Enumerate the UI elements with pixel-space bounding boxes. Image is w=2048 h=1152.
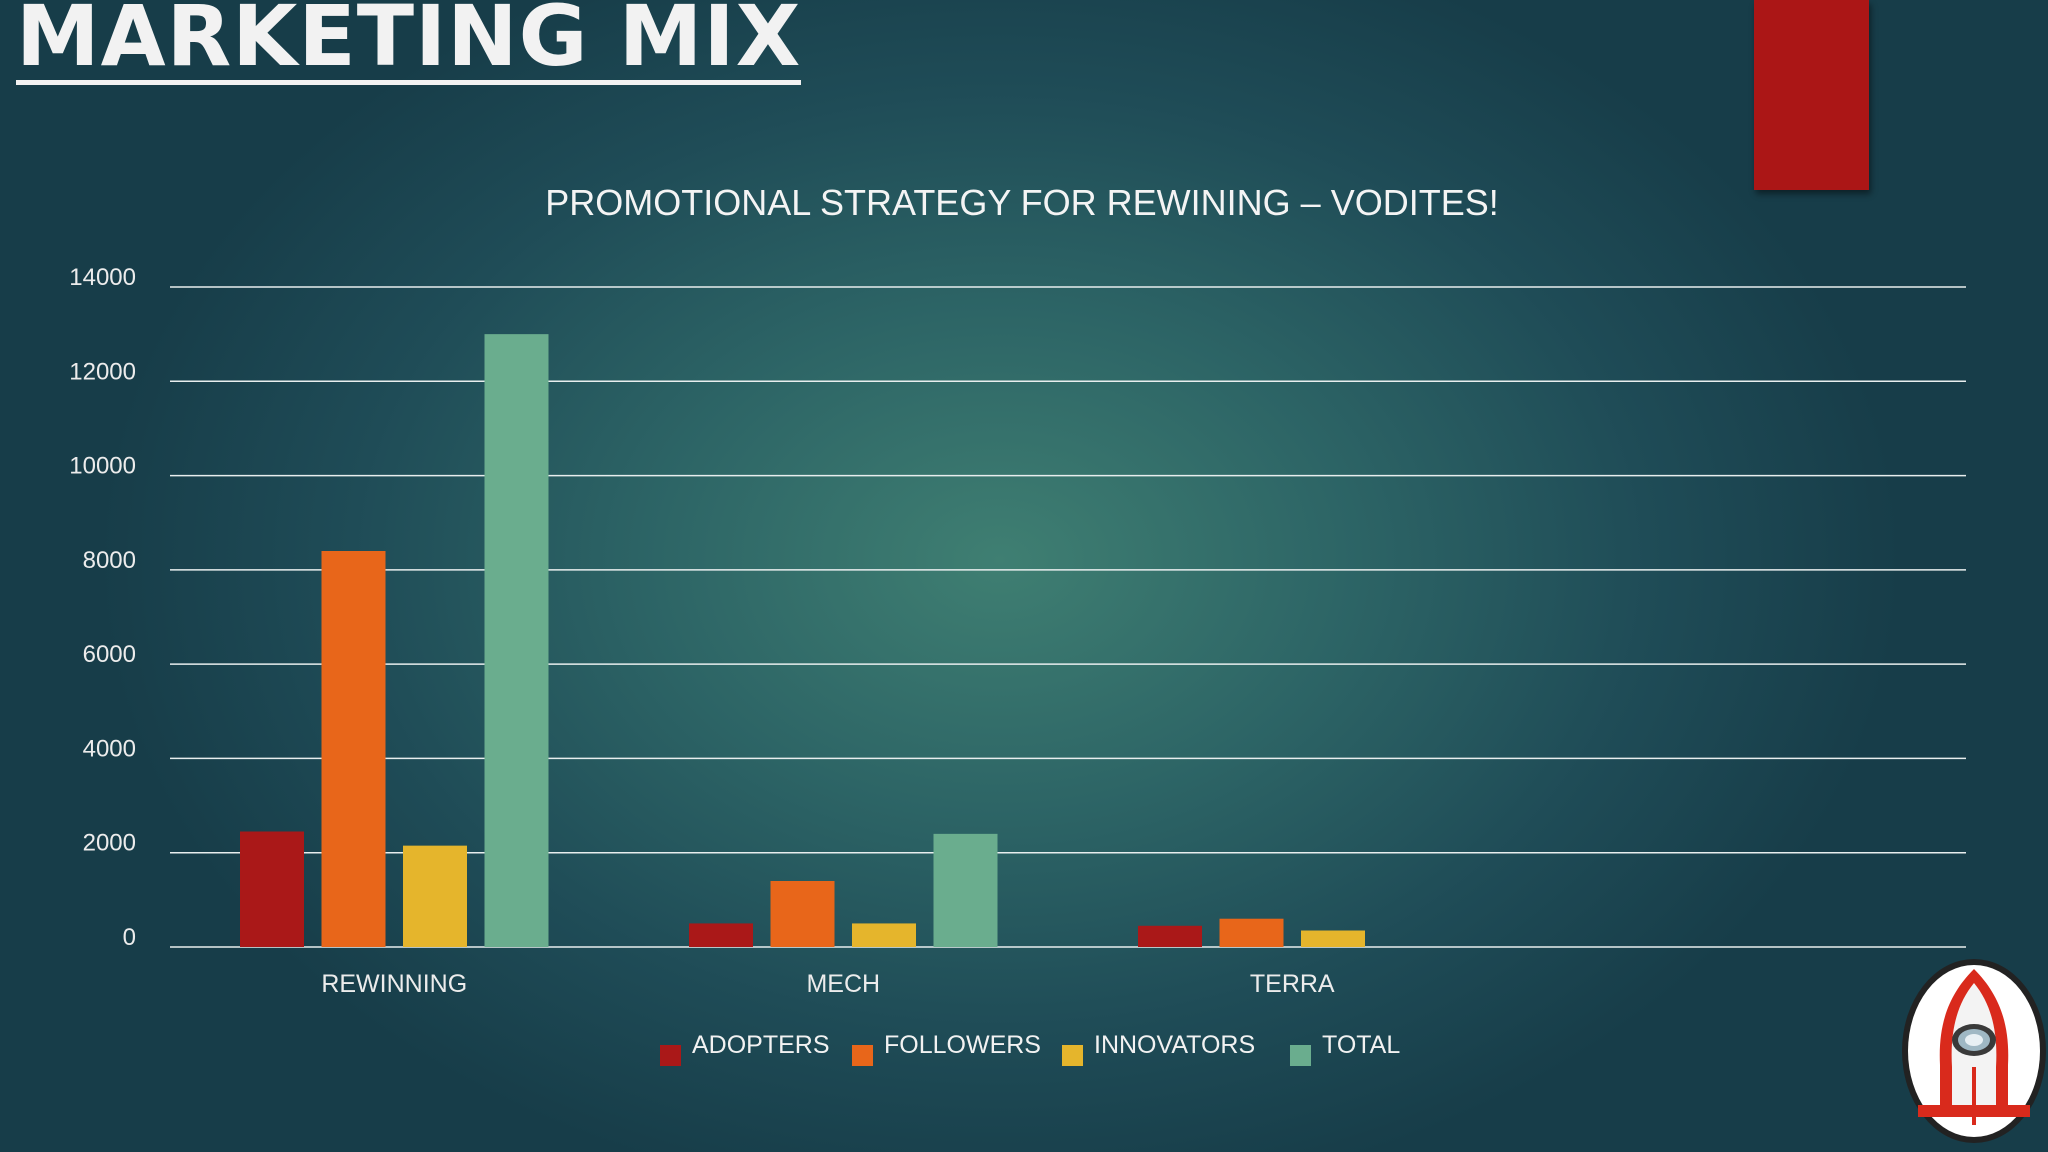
legend-label-innovators: INNOVATORS: [1094, 1031, 1255, 1059]
chart-gridlines: [170, 286, 1966, 948]
y-tick-label: 0: [123, 924, 136, 951]
decorative-red-banner: [1754, 0, 1869, 190]
bar-adopters-terra: [1138, 925, 1202, 947]
legend-swatch-followers: [852, 1045, 873, 1066]
y-axis-labels: 0 2000 4000 6000 8000 10000 12000 14000: [69, 264, 136, 951]
chart-bars: [240, 334, 1365, 948]
bar-total-rewinning: [484, 334, 549, 948]
legend-swatch-innovators: [1062, 1045, 1083, 1066]
bar-innovators-rewinning: [403, 845, 467, 947]
y-tick-label: 2000: [83, 830, 136, 857]
x-category-label: REWINNING: [321, 970, 467, 998]
rocket-badge-icon: [1902, 959, 2046, 1143]
y-tick-label: 10000: [69, 453, 136, 480]
y-tick-label: 14000: [69, 264, 136, 291]
x-category-label: TERRA: [1250, 970, 1335, 998]
bar-total-mech: [933, 833, 998, 947]
bar-innovators-terra: [1301, 930, 1365, 947]
bar-adopters-mech: [689, 923, 753, 947]
bar-adopters-rewinning: [240, 831, 304, 947]
y-tick-label: 12000: [69, 358, 136, 385]
x-category-label: MECH: [806, 970, 880, 998]
slide-title: MARKETING MIX: [16, 0, 802, 85]
legend-label-adopters: ADOPTERS: [692, 1031, 830, 1059]
bar-innovators-mech: [852, 923, 916, 947]
chart-title: PROMOTIONAL STRATEGY FOR REWINING – VODI…: [545, 182, 1498, 223]
y-tick-label: 4000: [83, 735, 136, 762]
y-tick-label: 8000: [83, 547, 136, 574]
bar-followers-rewinning: [321, 551, 386, 947]
bar-followers-mech: [770, 881, 835, 947]
legend-swatch-total: [1290, 1045, 1311, 1066]
chart-legend: ADOPTERS FOLLOWERS INNOVATORS TOTAL: [660, 1031, 1400, 1066]
x-axis-labels: REWINNING MECH TERRA: [321, 970, 1335, 998]
legend-swatch-adopters: [660, 1045, 681, 1066]
legend-label-followers: FOLLOWERS: [884, 1031, 1041, 1059]
bar-followers-terra: [1219, 918, 1284, 947]
y-tick-label: 6000: [83, 641, 136, 668]
legend-label-total: TOTAL: [1322, 1031, 1400, 1059]
